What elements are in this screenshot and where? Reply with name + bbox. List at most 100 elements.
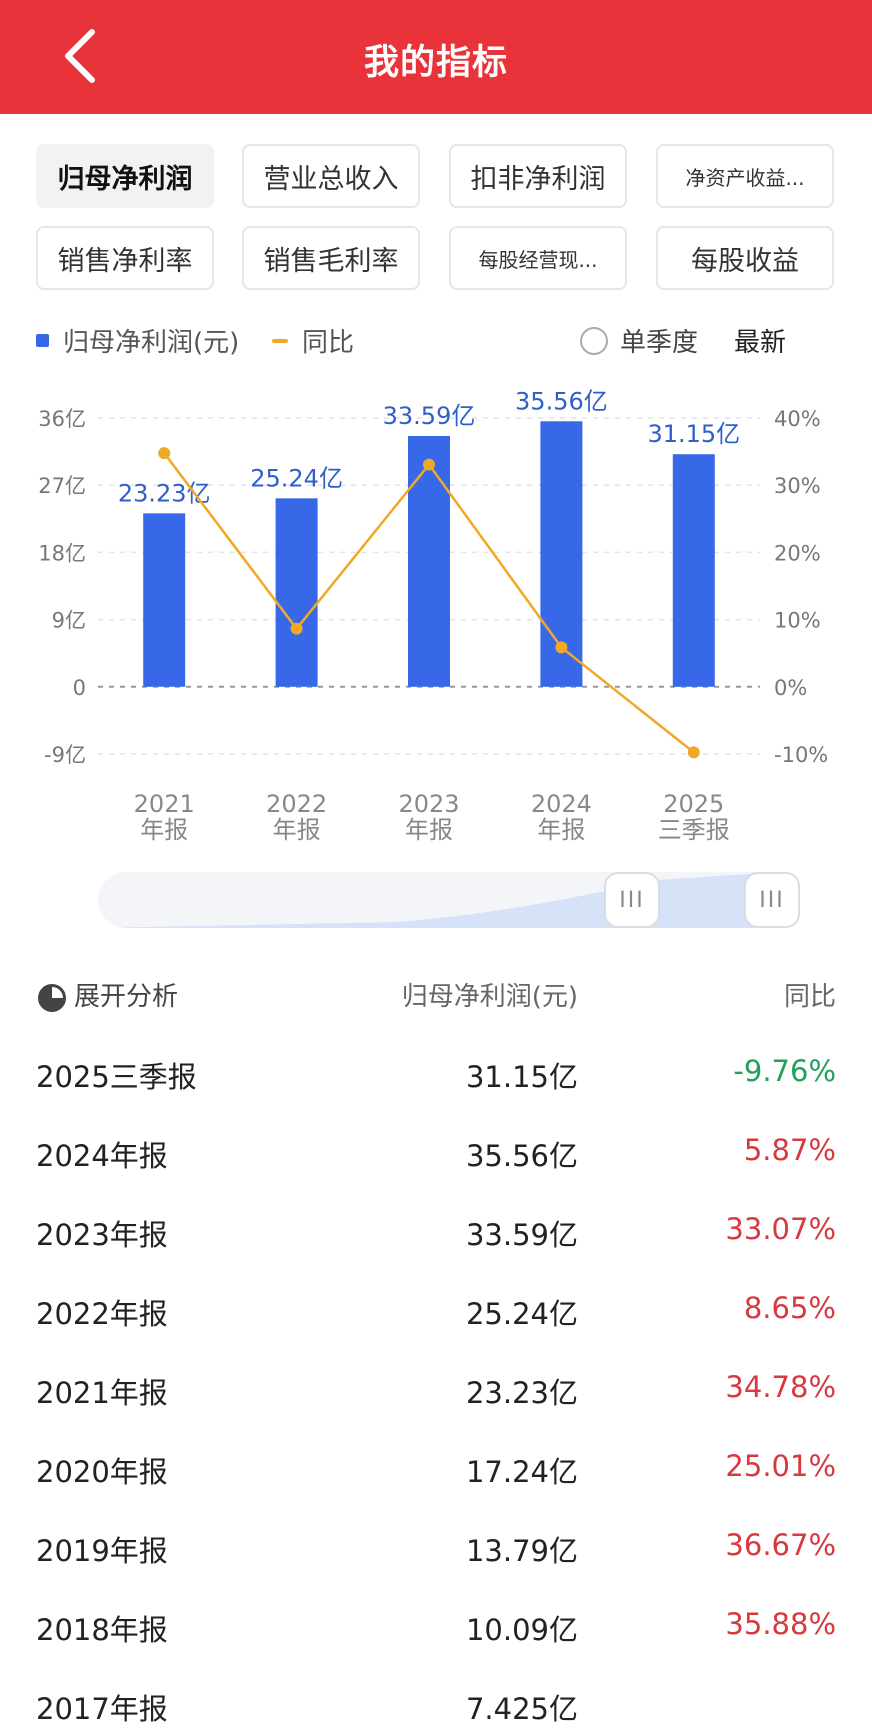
y-right-tick-label: 10% [774,609,821,633]
range-slider-preview [98,874,800,928]
bar-value-label: 33.59亿 [383,402,476,430]
row-period: 2017年报 [36,1692,168,1726]
table-row[interactable]: 2020年报 17.24亿 25.01% [0,1449,872,1499]
y-right-tick-label: 20% [774,541,821,565]
chip-total-revenue[interactable]: 营业总收入 [242,144,420,208]
row-value: 7.425亿 [465,1692,578,1726]
bar-value-label: 35.56亿 [515,387,608,415]
chip-net-margin[interactable]: 销售净利率 [36,226,214,290]
legend-bar: 归母净利润(元) [36,322,239,359]
row-yoy: 33.07% [725,1212,836,1246]
row-period: 2019年报 [36,1534,168,1568]
table-row[interactable]: 2018年报 10.09亿 35.88% [0,1607,872,1657]
bar [275,498,318,687]
col-header-net-profit: 归母净利润(元) [401,982,578,1012]
slider-handle-left[interactable]: III [604,872,660,928]
latest-selector[interactable]: 最新 [734,322,786,359]
row-value: 25.24亿 [465,1297,578,1331]
range-slider-track[interactable] [98,872,800,928]
row-period: 2025三季报 [36,1060,197,1094]
row-value: 13.79亿 [465,1534,578,1568]
y-left-tick-label: -9亿 [44,743,86,767]
x-tick-label: 2022 [266,790,327,818]
legend-line-label: 同比 [302,328,355,358]
table-row[interactable]: 2022年报 25.24亿 8.65% [0,1291,872,1341]
grip-icon: III [759,887,785,913]
table-row[interactable]: 2019年报 13.79亿 36.67% [0,1528,872,1578]
grip-icon: III [619,887,645,913]
bar [408,435,450,687]
y-left-tick-label: 27亿 [38,474,86,498]
row-yoy: 36.67% [725,1528,836,1562]
row-value: 10.09亿 [465,1613,578,1647]
pie-chart-icon[interactable] [38,984,66,1012]
y-right-tick-label: -10% [774,743,828,767]
x-tick-label: 2024 [531,790,592,818]
chip-deducted-net-profit[interactable]: 扣非净利润 [449,144,627,208]
expand-analysis-button[interactable]: 展开分析 [74,982,179,1012]
row-value: 17.24亿 [465,1455,578,1489]
y-right-tick-label: 40% [774,407,821,431]
legend-line: 同比 [272,322,354,359]
radio-circle-icon[interactable] [580,326,608,355]
row-yoy: -9.76% [733,1054,836,1088]
legend-bar-label: 归母净利润(元) [63,328,240,358]
x-tick-label: 2025 [663,790,724,818]
row-period: 2022年报 [36,1297,168,1331]
row-value: 35.56亿 [465,1139,578,1173]
x-tick-label: 年报 [405,816,453,844]
chip-roe[interactable]: 净资产收益... [656,144,834,208]
yoy-point [555,641,568,654]
bar-value-label: 23.23亿 [118,479,211,507]
x-tick-label: 2023 [398,790,459,818]
y-left-tick-label: 9亿 [52,609,86,633]
row-period: 2020年报 [36,1455,168,1489]
latest-label: 最新 [734,328,787,358]
row-period: 2023年报 [36,1218,168,1252]
y-right-tick-label: 30% [774,474,821,498]
legend-bar-swatch [36,334,49,347]
y-right-tick-label: 0% [774,676,807,700]
bar-value-label: 25.24亿 [250,464,343,492]
back-chevron-icon[interactable] [58,26,102,86]
x-tick-label: 2021 [134,790,195,818]
bar [143,513,186,687]
chip-net-profit[interactable]: 归母净利润 [36,144,214,208]
row-yoy: 34.78% [725,1370,836,1404]
table-row[interactable]: 2023年报 33.59亿 33.07% [0,1212,872,1262]
chip-eps[interactable]: 每股收益 [656,226,834,290]
y-left-tick-label: 36亿 [38,407,86,431]
row-value: 23.23亿 [465,1376,578,1410]
x-tick-label: 年报 [140,816,188,844]
x-tick-label: 三季报 [658,816,730,844]
yoy-point [290,622,303,635]
app-header: 我的指标 [0,0,872,114]
chip-operating-cashflow-per-share[interactable]: 每股经营现... [449,226,627,290]
row-yoy: 5.87% [743,1133,836,1167]
row-yoy: 25.01% [725,1449,836,1483]
x-tick-label: 年报 [537,816,585,844]
chip-gross-margin[interactable]: 销售毛利率 [242,226,420,290]
table-row[interactable]: 2024年报 35.56亿 5.87% [0,1133,872,1183]
slider-handle-right[interactable]: III [744,872,800,928]
y-left-tick-label: 0 [73,676,86,700]
row-value: 31.15亿 [465,1060,578,1094]
bar [672,454,715,687]
yoy-point [423,458,435,471]
legend-line-swatch [272,338,288,343]
net-profit-chart: 36亿 27亿 18亿 9亿 0 -9亿 40% 30% 20% 10% 0% -10% 23.23亿 2… [38,387,828,844]
col-header-yoy: 同比 [783,982,836,1012]
single-quarter-toggle[interactable]: 单季度 [580,322,698,359]
row-period: 2018年报 [36,1613,168,1647]
row-yoy: 35.88% [725,1607,836,1641]
row-value: 33.59亿 [465,1218,578,1252]
y-left-tick-label: 18亿 [38,541,86,565]
row-yoy: 8.65% [743,1291,836,1325]
x-tick-label: 年报 [273,816,321,844]
table-row[interactable]: 2025三季报 31.15亿 -9.76% [0,1054,872,1104]
table-row[interactable]: 2017年报 7.425亿 [0,1686,872,1735]
yoy-point [158,447,171,460]
row-period: 2024年报 [36,1139,168,1173]
table-header: 展开分析 归母净利润(元) 同比 [0,976,872,1016]
table-row[interactable]: 2021年报 23.23亿 34.78% [0,1370,872,1420]
